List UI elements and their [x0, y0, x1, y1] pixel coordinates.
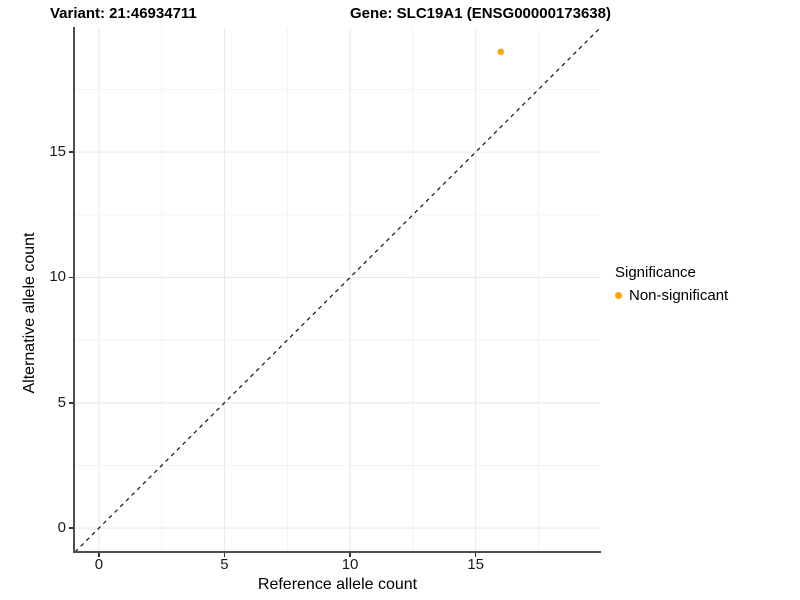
legend-item-label: Non-significant [629, 287, 729, 304]
x-tick-label: 5 [220, 556, 229, 573]
data-point [497, 48, 504, 56]
x-tick-mark [223, 553, 226, 557]
plot-panel [75, 28, 600, 552]
legend-item: Non-significant [615, 287, 728, 304]
x-tick-mark [474, 553, 477, 557]
y-tick-mark [69, 276, 73, 279]
y-tick-label: 15 [49, 143, 66, 161]
y-axis-title: Alternative allele count [21, 232, 38, 394]
legend-title: Significance [615, 264, 696, 281]
y-axis-line [73, 27, 75, 553]
x-axis-title: Reference allele count [257, 576, 418, 593]
y-tick-mark [69, 527, 73, 529]
variant-title: Variant: 21:46934711 [50, 5, 197, 22]
y-tick-label: 0 [57, 519, 66, 537]
legend-key-dot [615, 292, 622, 299]
legend: Significance Non-significant [615, 264, 728, 304]
scatter-plot-canvas [75, 28, 600, 552]
y-tick-label: 10 [49, 268, 66, 286]
x-tick-mark [98, 553, 100, 557]
y-tick-mark [69, 151, 73, 153]
y-tick-mark [69, 402, 73, 404]
x-tick-label: 15 [467, 556, 484, 573]
x-tick-mark [349, 553, 351, 557]
x-axis-line [73, 551, 601, 553]
x-tick-label: 10 [341, 556, 359, 573]
y-tick-label: 5 [57, 393, 66, 411]
x-tick-label: 0 [94, 556, 104, 573]
identity-dashed-line [75, 28, 600, 552]
gene-title: Gene: SLC19A1 (ENSG00000173638) [350, 5, 611, 22]
